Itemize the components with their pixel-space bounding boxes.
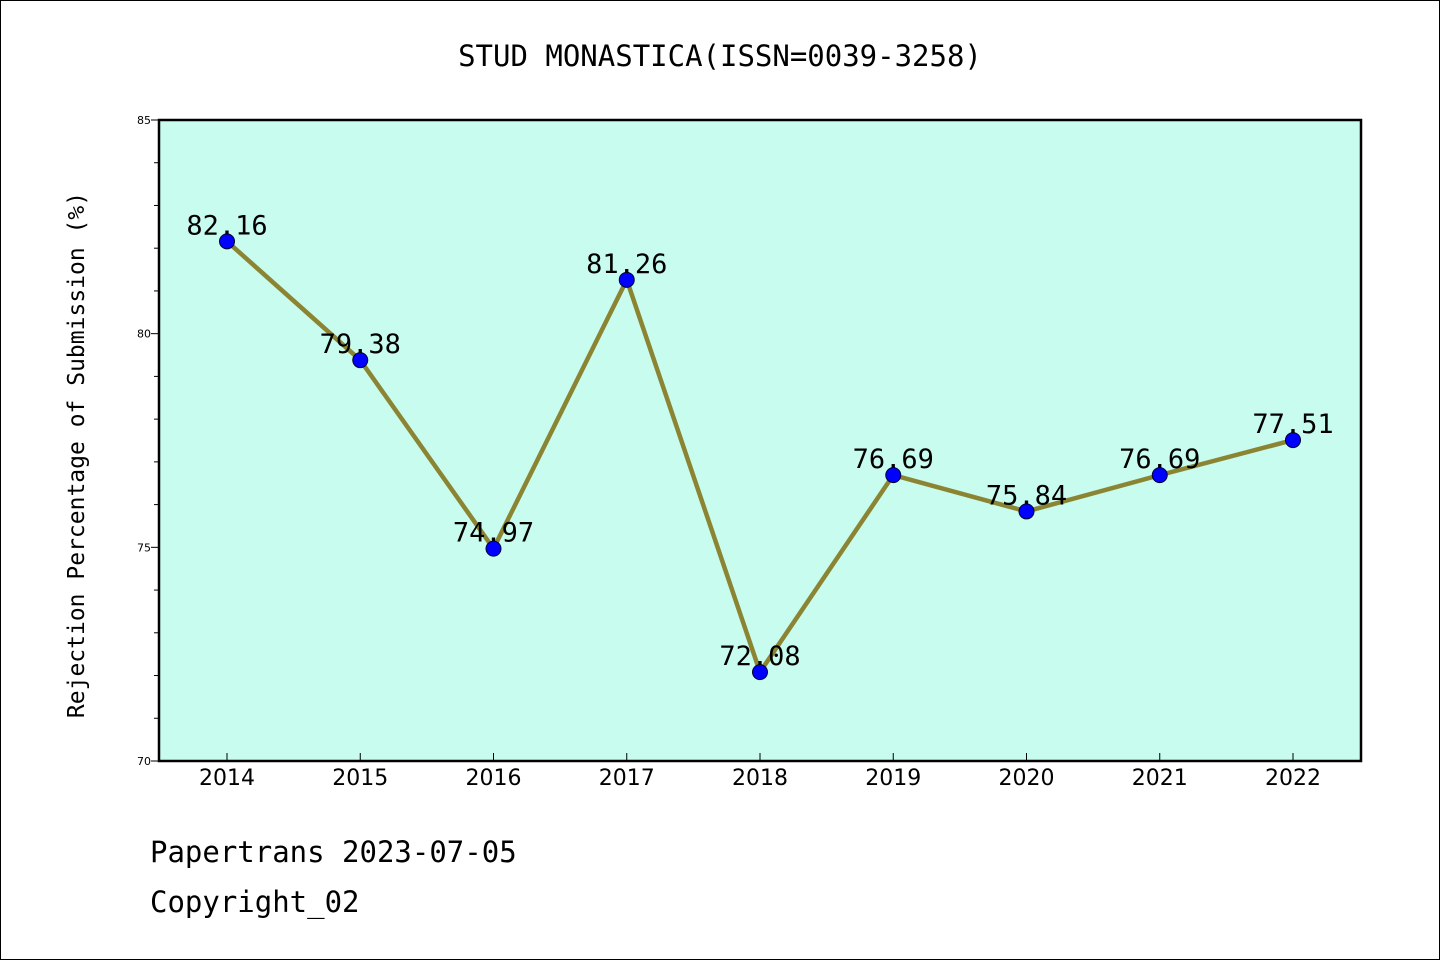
y-tick-label: 85	[137, 114, 151, 127]
x-tick-label: 2017	[599, 766, 655, 791]
data-point	[219, 233, 235, 250]
data-point	[752, 664, 768, 681]
data-point	[485, 540, 502, 557]
data-label: 77.51	[1252, 409, 1333, 440]
data-point	[1151, 467, 1168, 484]
y-axis-label: Rejection Percentage of Submission (%)	[64, 192, 90, 718]
data-label: 76.69	[853, 444, 934, 475]
data-point	[1285, 432, 1301, 449]
chart-title: STUD MONASTICA(ISSN=0039-3258)	[458, 39, 982, 73]
data-point	[352, 352, 369, 369]
data-point	[1018, 503, 1035, 520]
x-tick-label: 2021	[1132, 766, 1188, 791]
data-label: 82.16	[186, 210, 267, 241]
y-axis: 70 75 80 85	[137, 114, 159, 768]
y-tick-label: 80	[137, 328, 151, 341]
x-tick-label: 2015	[332, 766, 388, 791]
data-label: 79.38	[320, 329, 401, 360]
y-tick-label: 70	[137, 755, 151, 768]
data-point	[885, 467, 902, 484]
x-tick-label: 2020	[999, 766, 1055, 791]
series-layer	[219, 233, 1301, 681]
data-label: 74.97	[453, 518, 534, 549]
source-note: Papertrans 2023-07-05	[150, 835, 517, 869]
copyright-note: Copyright_02	[150, 885, 360, 919]
data-labels-layer: 82.16 79.38 74.97 81.26 72.08 76.69 75.84 76.69…	[186, 210, 1333, 672]
data-label: 81.26	[586, 249, 667, 280]
x-tick-label: 2014	[199, 766, 255, 791]
x-tick-label: 2016	[466, 766, 522, 791]
plot-area	[157, 118, 1363, 763]
data-label: 72.08	[719, 641, 800, 672]
x-tick-label: 2018	[732, 766, 788, 791]
data-point	[618, 271, 635, 288]
data-label: 75.84	[986, 480, 1067, 511]
x-tick-label: 2022	[1265, 766, 1321, 791]
y-tick-label: 75	[137, 541, 151, 554]
data-label: 76.69	[1119, 444, 1200, 475]
x-tick-label: 2019	[865, 766, 921, 791]
x-axis: 2014 2015 2016 2017 2018 2019 2020 2021 2022	[199, 753, 1321, 791]
